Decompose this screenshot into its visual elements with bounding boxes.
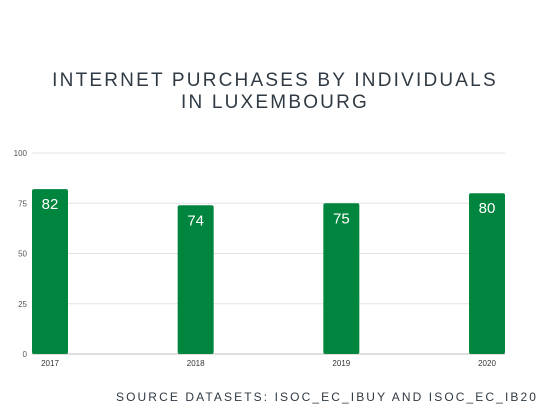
y-tick-label: 50: [18, 250, 27, 259]
source-note: SOURCE DATASETS: ISOC_EC_IBUY AND ISOC_E…: [116, 390, 539, 404]
chart-title-line-1: INTERNET PURCHASES BY INDIVIDUALS: [52, 70, 498, 91]
bar: [469, 193, 505, 354]
data-label: 75: [333, 210, 350, 227]
chart-title-line-2: IN LUXEMBOURG: [180, 92, 369, 113]
data-label: 74: [187, 212, 204, 229]
data-label: 82: [42, 196, 59, 213]
bar: [32, 189, 68, 354]
x-tick-label: 2019: [332, 359, 350, 368]
x-tick-label: 2017: [41, 359, 59, 368]
bar: [323, 203, 360, 354]
bar: [177, 205, 214, 354]
chart-title: INTERNET PURCHASES BY INDIVIDUALS IN LUX…: [0, 70, 550, 114]
y-tick-label: 0: [23, 350, 28, 359]
x-tick-label: 2018: [187, 359, 205, 368]
y-tick-label: 25: [18, 300, 27, 309]
data-label: 80: [479, 200, 496, 217]
x-tick-label: 2020: [478, 359, 496, 368]
y-tick-label: 100: [14, 149, 28, 158]
y-tick-label: 75: [18, 199, 27, 208]
